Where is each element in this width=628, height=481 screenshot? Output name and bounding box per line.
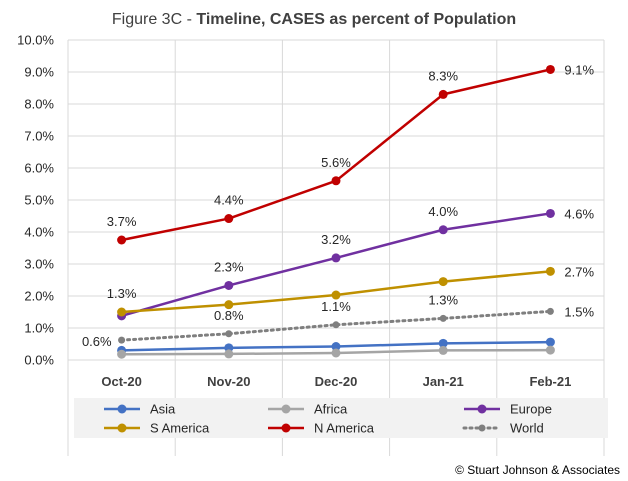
y-tick-label: 6.0% [24, 161, 54, 176]
data-point [546, 307, 554, 315]
legend-label: Europe [510, 402, 552, 417]
data-point [439, 314, 447, 322]
data-label: 5.6% [321, 155, 351, 170]
data-point [331, 253, 341, 263]
data-point [438, 225, 448, 235]
data-point [545, 208, 555, 218]
data-point [545, 345, 555, 355]
legend-label: Africa [314, 402, 348, 417]
data-label: 3.7% [107, 214, 137, 229]
y-tick-label: 2.0% [24, 289, 54, 304]
y-tick-label: 3.0% [24, 257, 54, 272]
data-point [438, 338, 448, 348]
legend-swatch-marker [117, 404, 127, 414]
data-point [224, 349, 234, 359]
data-point [225, 330, 233, 338]
y-tick-label: 1.0% [24, 321, 54, 336]
legend-label: Asia [150, 402, 176, 417]
y-tick-label: 0.0% [24, 353, 54, 368]
y-tick-label: 7.0% [24, 129, 54, 144]
legend-swatch-marker [478, 424, 486, 432]
data-point [331, 342, 341, 352]
data-label: 2.3% [214, 259, 244, 274]
data-point [224, 280, 234, 290]
data-point [224, 214, 234, 224]
x-tick-label: Dec-20 [315, 374, 358, 389]
data-label: 1.3% [107, 286, 137, 301]
data-point [117, 349, 127, 359]
legend-label: S America [150, 421, 210, 436]
data-point [117, 307, 127, 317]
copyright-text: © Stuart Johnson & Associates [455, 463, 620, 477]
data-point [224, 300, 234, 310]
data-label: 4.4% [214, 193, 244, 208]
data-point [438, 89, 448, 99]
y-tick-label: 9.0% [24, 65, 54, 80]
data-label: 3.2% [321, 232, 351, 247]
data-point [438, 277, 448, 287]
data-point [438, 345, 448, 355]
data-point [545, 64, 555, 74]
data-label: 4.0% [428, 204, 458, 219]
data-label: 1.1% [321, 299, 351, 314]
legend-box [74, 398, 608, 438]
data-label: 1.3% [428, 292, 458, 307]
data-label: 1.5% [564, 304, 594, 319]
data-label: 9.1% [564, 62, 594, 77]
legend-swatch-marker [281, 423, 291, 433]
data-point [117, 235, 127, 245]
legend-label: N America [314, 421, 375, 436]
data-point [545, 266, 555, 276]
y-tick-label: 4.0% [24, 225, 54, 240]
data-point [545, 337, 555, 347]
data-point [331, 290, 341, 300]
data-label: 2.7% [564, 264, 594, 279]
y-tick-label: 10.0% [17, 33, 54, 48]
data-label: 0.8% [214, 308, 244, 323]
data-point [331, 348, 341, 358]
legend-swatch-marker [281, 404, 291, 414]
data-point [332, 321, 340, 329]
x-tick-label: Oct-20 [101, 374, 141, 389]
data-point [118, 336, 126, 344]
legend-label: World [510, 421, 544, 436]
data-point [331, 176, 341, 186]
y-tick-label: 8.0% [24, 97, 54, 112]
legend-swatch-marker [117, 423, 127, 433]
x-tick-label: Nov-20 [207, 374, 250, 389]
data-label: 8.3% [428, 68, 458, 83]
chart-title: Figure 3C - Timeline, CASES as percent o… [112, 11, 516, 28]
legend-swatch-marker [477, 404, 487, 414]
x-tick-label: Feb-21 [529, 374, 571, 389]
data-label: 4.6% [564, 206, 594, 221]
x-tick-label: Jan-21 [423, 374, 464, 389]
data-label: 0.6% [82, 334, 112, 349]
y-tick-label: 5.0% [24, 193, 54, 208]
